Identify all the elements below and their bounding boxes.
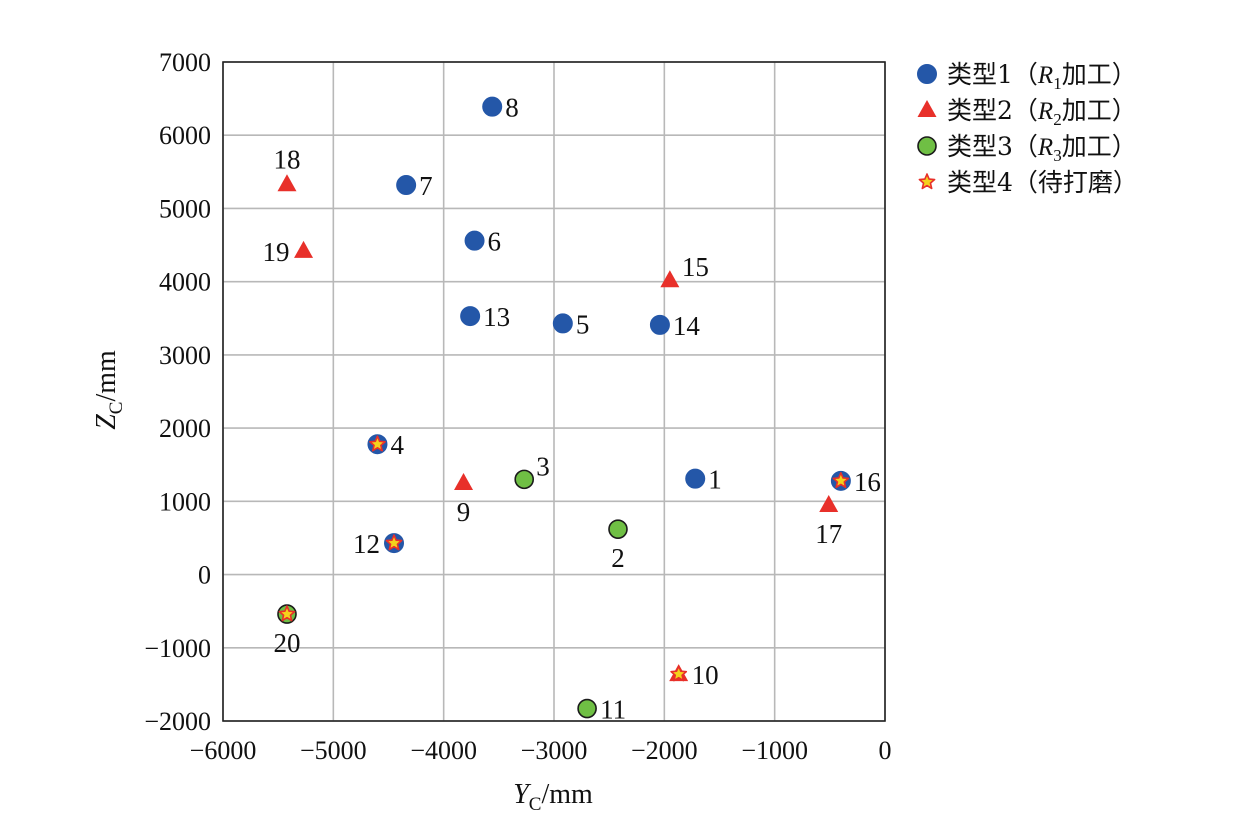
x-axis-title: YC/mm — [513, 779, 593, 815]
point-label-13: 13 — [483, 302, 510, 332]
point-label-20: 20 — [273, 628, 300, 658]
point-label-8: 8 — [505, 93, 519, 123]
data-point-3 — [514, 469, 535, 490]
y-axis-title-sub: C — [106, 402, 127, 415]
point-label-9: 9 — [457, 497, 471, 527]
data-point-17 — [819, 494, 839, 512]
legend-marker-type4 — [918, 173, 936, 190]
star-marker-12 — [385, 534, 403, 551]
point-label-10: 10 — [692, 660, 719, 690]
point-label-12: 12 — [353, 529, 380, 559]
x-tick-label: −3000 — [521, 736, 588, 765]
data-point-15 — [660, 270, 680, 288]
y-axis-title: ZC/mm — [91, 350, 127, 430]
y-axis-title-main: Z — [91, 414, 122, 430]
point-label-4: 4 — [390, 430, 404, 460]
star-marker-16 — [832, 472, 850, 489]
data-point-2 — [608, 519, 628, 539]
point-label-18: 18 — [273, 144, 300, 174]
y-tick-label: 1000 — [159, 487, 211, 516]
data-point-6 — [464, 230, 485, 251]
data-point-19 — [294, 240, 314, 258]
star-marker-20 — [278, 605, 296, 622]
x-tick-label: −6000 — [190, 736, 257, 765]
y-tick-label: 5000 — [159, 194, 211, 223]
grid-lines — [222, 61, 886, 722]
y-tick-label: 4000 — [159, 268, 211, 297]
legend: 类型1（R1加工）类型2（R2加工）类型3（R3加工） 类型4（待打磨） — [917, 60, 1138, 197]
data-point-14 — [649, 314, 670, 335]
point-label-6: 6 — [488, 227, 502, 257]
point-label-2: 2 — [611, 543, 625, 573]
x-axis-title-main: Y — [513, 779, 532, 810]
point-label-16: 16 — [854, 467, 881, 497]
legend-item-type1: 类型1（R1加工） — [917, 60, 1137, 93]
data-point-8 — [482, 96, 503, 117]
data-point-18 — [277, 174, 297, 192]
y-tick-label: 3000 — [159, 341, 211, 370]
x-tick-label: −2000 — [631, 736, 698, 765]
axis-ticks: −6000 −5000 −4000 −3000 −2000 −1000 0 −2000 −100… — [144, 48, 891, 765]
data-point-11 — [577, 698, 597, 719]
data-points — [277, 96, 851, 719]
point-label-3: 3 — [536, 451, 550, 481]
data-point-13 — [460, 306, 481, 327]
y-tick-label: 2000 — [159, 414, 211, 443]
legend-label-type4: 类型4（待打磨） — [947, 168, 1138, 197]
legend-item-type4: 类型4（待打磨） — [918, 168, 1138, 197]
legend-label-type3: 类型3（R3加工） — [947, 132, 1137, 165]
star-marker-4 — [369, 435, 386, 452]
x-axis-title-unit: /mm — [541, 779, 593, 810]
legend-marker-type1 — [917, 64, 937, 84]
point-label-19: 19 — [263, 237, 290, 267]
y-tick-label: 7000 — [159, 48, 211, 77]
data-point-9 — [454, 473, 474, 491]
point-label-11: 11 — [600, 695, 626, 725]
legend-marker-type2 — [917, 100, 937, 117]
star-marker-10 — [670, 665, 688, 682]
legend-label-type2: 类型2（R2加工） — [947, 96, 1137, 129]
y-tick-label: 0 — [198, 561, 211, 590]
x-tick-label: 0 — [879, 736, 892, 765]
y-tick-label: −2000 — [144, 707, 211, 736]
y-tick-label: −1000 — [144, 634, 211, 663]
point-label-1: 1 — [708, 465, 722, 495]
y-tick-label: 6000 — [159, 121, 211, 150]
x-tick-label: −5000 — [300, 736, 367, 765]
data-point-1 — [685, 468, 706, 489]
x-axis-title-sub: C — [529, 794, 542, 815]
point-label-17: 17 — [815, 519, 842, 549]
x-tick-label: −1000 — [741, 736, 808, 765]
x-tick-label: −4000 — [410, 736, 477, 765]
legend-item-type2: 类型2（R2加工） — [917, 96, 1137, 129]
legend-marker-type3 — [917, 136, 937, 156]
legend-item-type3: 类型3（R3加工） — [917, 132, 1137, 165]
point-label-5: 5 — [576, 309, 590, 339]
plot-frame — [222, 61, 886, 722]
point-label-14: 14 — [673, 311, 701, 341]
y-axis-title-unit: /mm — [91, 350, 122, 402]
point-label-15: 15 — [682, 252, 709, 282]
data-point-7 — [396, 175, 417, 196]
point-label-7: 7 — [419, 171, 433, 201]
data-point-5 — [552, 313, 573, 334]
legend-label-type1: 类型1（R1加工） — [947, 60, 1137, 93]
